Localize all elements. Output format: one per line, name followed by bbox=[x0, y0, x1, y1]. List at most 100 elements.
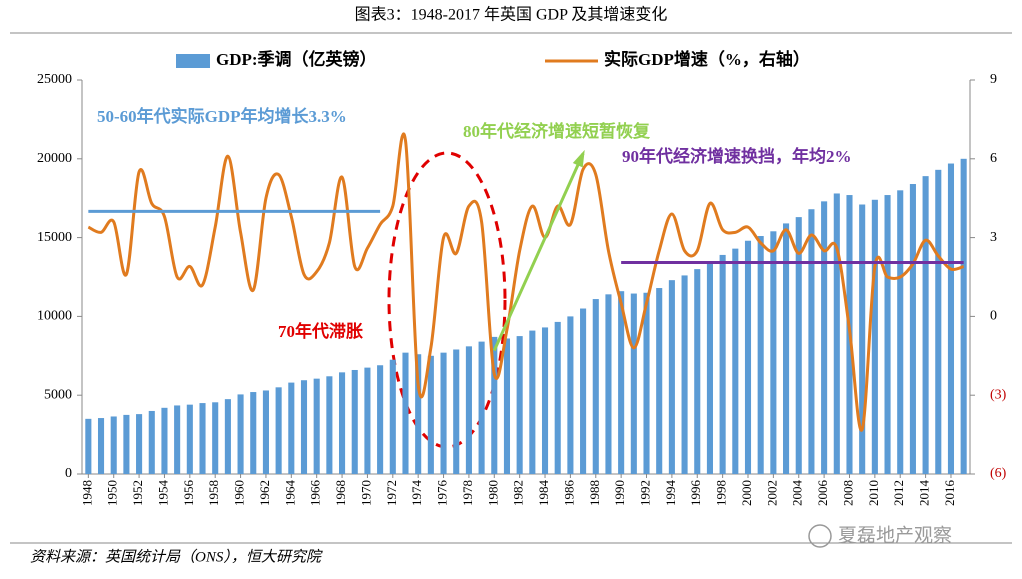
bar bbox=[757, 236, 764, 474]
highlight-ellipse bbox=[387, 151, 507, 449]
x-tick-label: 1970 bbox=[358, 480, 373, 506]
x-tick-label: 1968 bbox=[333, 480, 348, 506]
bar bbox=[212, 402, 219, 474]
arrow-head bbox=[572, 149, 585, 168]
bar bbox=[668, 280, 675, 474]
x-tick-label: 2010 bbox=[866, 480, 881, 506]
legend-swatch bbox=[176, 54, 210, 68]
bar bbox=[237, 394, 244, 474]
x-tick-label: 2014 bbox=[917, 480, 932, 507]
x-tick-label: 1966 bbox=[308, 480, 323, 507]
legend-label: 实际GDP增速（%，右轴） bbox=[604, 49, 810, 69]
x-tick-label: 2006 bbox=[815, 480, 830, 507]
y-tick-label: 5000 bbox=[44, 387, 72, 402]
bar bbox=[503, 338, 511, 474]
bar bbox=[833, 193, 840, 475]
y2-tick-label: 3 bbox=[990, 230, 997, 245]
x-tick-label: 1974 bbox=[409, 480, 424, 507]
bar bbox=[491, 336, 498, 474]
y2-tick-label: 6 bbox=[990, 151, 997, 166]
bar bbox=[529, 330, 536, 474]
bar bbox=[947, 163, 955, 474]
x-tick-label: 2016 bbox=[942, 480, 957, 507]
bar bbox=[516, 336, 523, 474]
watermark: 夏磊地产观察 bbox=[838, 524, 952, 546]
bar bbox=[224, 399, 231, 474]
x-tick-label: 2008 bbox=[840, 480, 855, 506]
watermark-icon bbox=[808, 524, 832, 548]
bar bbox=[313, 378, 320, 474]
bar bbox=[148, 410, 155, 474]
bar bbox=[351, 369, 358, 474]
source-note: 资料来源：英国统计局（ONS），恒大研究院 bbox=[30, 548, 323, 565]
bar bbox=[706, 262, 713, 474]
bar bbox=[453, 349, 460, 474]
bar bbox=[97, 418, 105, 474]
bar bbox=[922, 176, 929, 475]
bar bbox=[440, 352, 447, 474]
annotation: 80年代经济增速短暂恢复 bbox=[463, 121, 651, 141]
trend-arrow bbox=[492, 152, 585, 352]
bar bbox=[884, 195, 891, 474]
y-tick-label: 20000 bbox=[37, 151, 72, 166]
x-tick-label: 1996 bbox=[688, 480, 703, 507]
bar bbox=[808, 209, 815, 474]
bar bbox=[935, 169, 942, 474]
x-tick-label: 1982 bbox=[511, 480, 526, 506]
bar bbox=[909, 184, 916, 475]
bar bbox=[364, 367, 371, 474]
x-tick-label: 1984 bbox=[536, 480, 551, 507]
x-tick-label: 1988 bbox=[587, 480, 602, 506]
x-tick-label: 2002 bbox=[764, 480, 779, 506]
bar bbox=[326, 376, 333, 474]
bar bbox=[123, 414, 130, 474]
bar bbox=[960, 158, 967, 475]
bar bbox=[770, 231, 777, 474]
chart-title: 图表3：1948-2017 年英国 GDP 及其增速变化 bbox=[355, 6, 668, 24]
y2-tick-label: 0 bbox=[990, 309, 997, 324]
bar bbox=[161, 407, 168, 474]
bar bbox=[554, 321, 561, 474]
x-tick-label: 1986 bbox=[561, 480, 576, 507]
x-tick-label: 1962 bbox=[257, 480, 272, 506]
bar bbox=[732, 248, 739, 474]
x-tick-label: 1998 bbox=[714, 480, 729, 506]
bar bbox=[288, 382, 295, 474]
x-tick-label: 1994 bbox=[663, 480, 678, 507]
bar bbox=[465, 346, 472, 474]
y-tick-label: 15000 bbox=[37, 230, 72, 245]
bar bbox=[821, 201, 828, 475]
bar bbox=[592, 299, 599, 474]
x-tick-label: 1976 bbox=[435, 480, 450, 507]
x-tick-label: 1956 bbox=[181, 480, 196, 507]
bar bbox=[795, 217, 802, 474]
bar bbox=[897, 190, 904, 474]
bar bbox=[744, 240, 752, 474]
bar bbox=[250, 392, 257, 474]
bar bbox=[656, 288, 663, 474]
bar bbox=[377, 365, 384, 474]
bar bbox=[110, 416, 117, 474]
annotation: 90年代经济增速换挡，年均2% bbox=[622, 146, 852, 166]
bar bbox=[871, 199, 878, 474]
bar bbox=[262, 390, 269, 474]
x-tick-label: 1978 bbox=[460, 480, 475, 506]
bar bbox=[478, 341, 485, 474]
y-tick-label: 10000 bbox=[37, 309, 72, 324]
bar bbox=[85, 418, 92, 474]
bar bbox=[694, 269, 701, 474]
bar bbox=[541, 327, 549, 474]
annotation: 70年代滞胀 bbox=[278, 321, 363, 341]
x-tick-label: 2004 bbox=[790, 480, 805, 507]
bar bbox=[681, 275, 688, 474]
bar bbox=[605, 294, 612, 474]
annotation: 50-60年代实际GDP年均增长3.3% bbox=[97, 106, 347, 126]
bar bbox=[580, 308, 587, 474]
x-tick-label: 1954 bbox=[155, 480, 170, 507]
x-tick-label: 2012 bbox=[891, 480, 906, 506]
bar bbox=[427, 355, 434, 474]
bar bbox=[719, 254, 726, 474]
bar bbox=[643, 292, 650, 474]
bar bbox=[136, 414, 143, 474]
